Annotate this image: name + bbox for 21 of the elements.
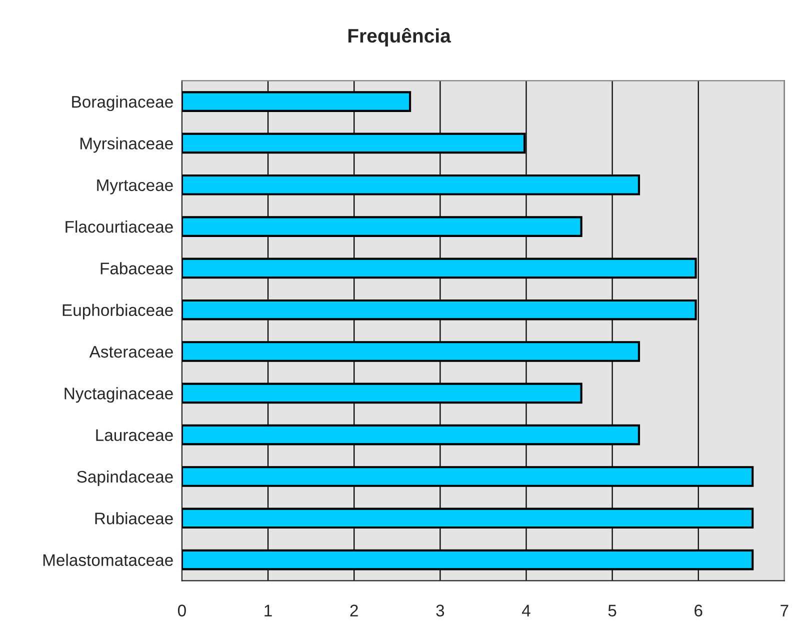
y-tick-label: Myrsinaceae <box>80 137 173 153</box>
x-tick-label: 0 <box>178 604 186 616</box>
x-tick-label: 7 <box>780 604 788 616</box>
y-tick-label: Asteraceae <box>89 346 173 358</box>
x-tick-label: 4 <box>522 604 530 616</box>
y-tick-label: Flacourtiaceae <box>66 220 173 233</box>
x-tick-label: 6 <box>694 604 702 616</box>
x-tick-label: 1 <box>264 604 272 616</box>
y-tick-label: Rubiaceae <box>95 512 173 524</box>
y-tick-label: Boraginaceae <box>72 96 173 112</box>
y-tick-label: Sapindaceae <box>77 470 173 486</box>
y-tick-label: Euphorbiaceae <box>62 304 173 320</box>
y-tick-label: Lauraceae <box>96 429 173 442</box>
x-tick-label: 2 <box>350 604 358 616</box>
y-tick-label: Melastomataceae <box>43 554 173 566</box>
x-tick-label: 3 <box>436 604 444 616</box>
chart-title: Frequência <box>348 28 451 46</box>
y-tick-label: Myrtaceae <box>97 179 173 194</box>
x-tick-label: 5 <box>608 604 616 616</box>
y-tick-label: Fabaceae <box>100 262 173 274</box>
y-tick-label: Nyctaginaceae <box>64 387 173 403</box>
